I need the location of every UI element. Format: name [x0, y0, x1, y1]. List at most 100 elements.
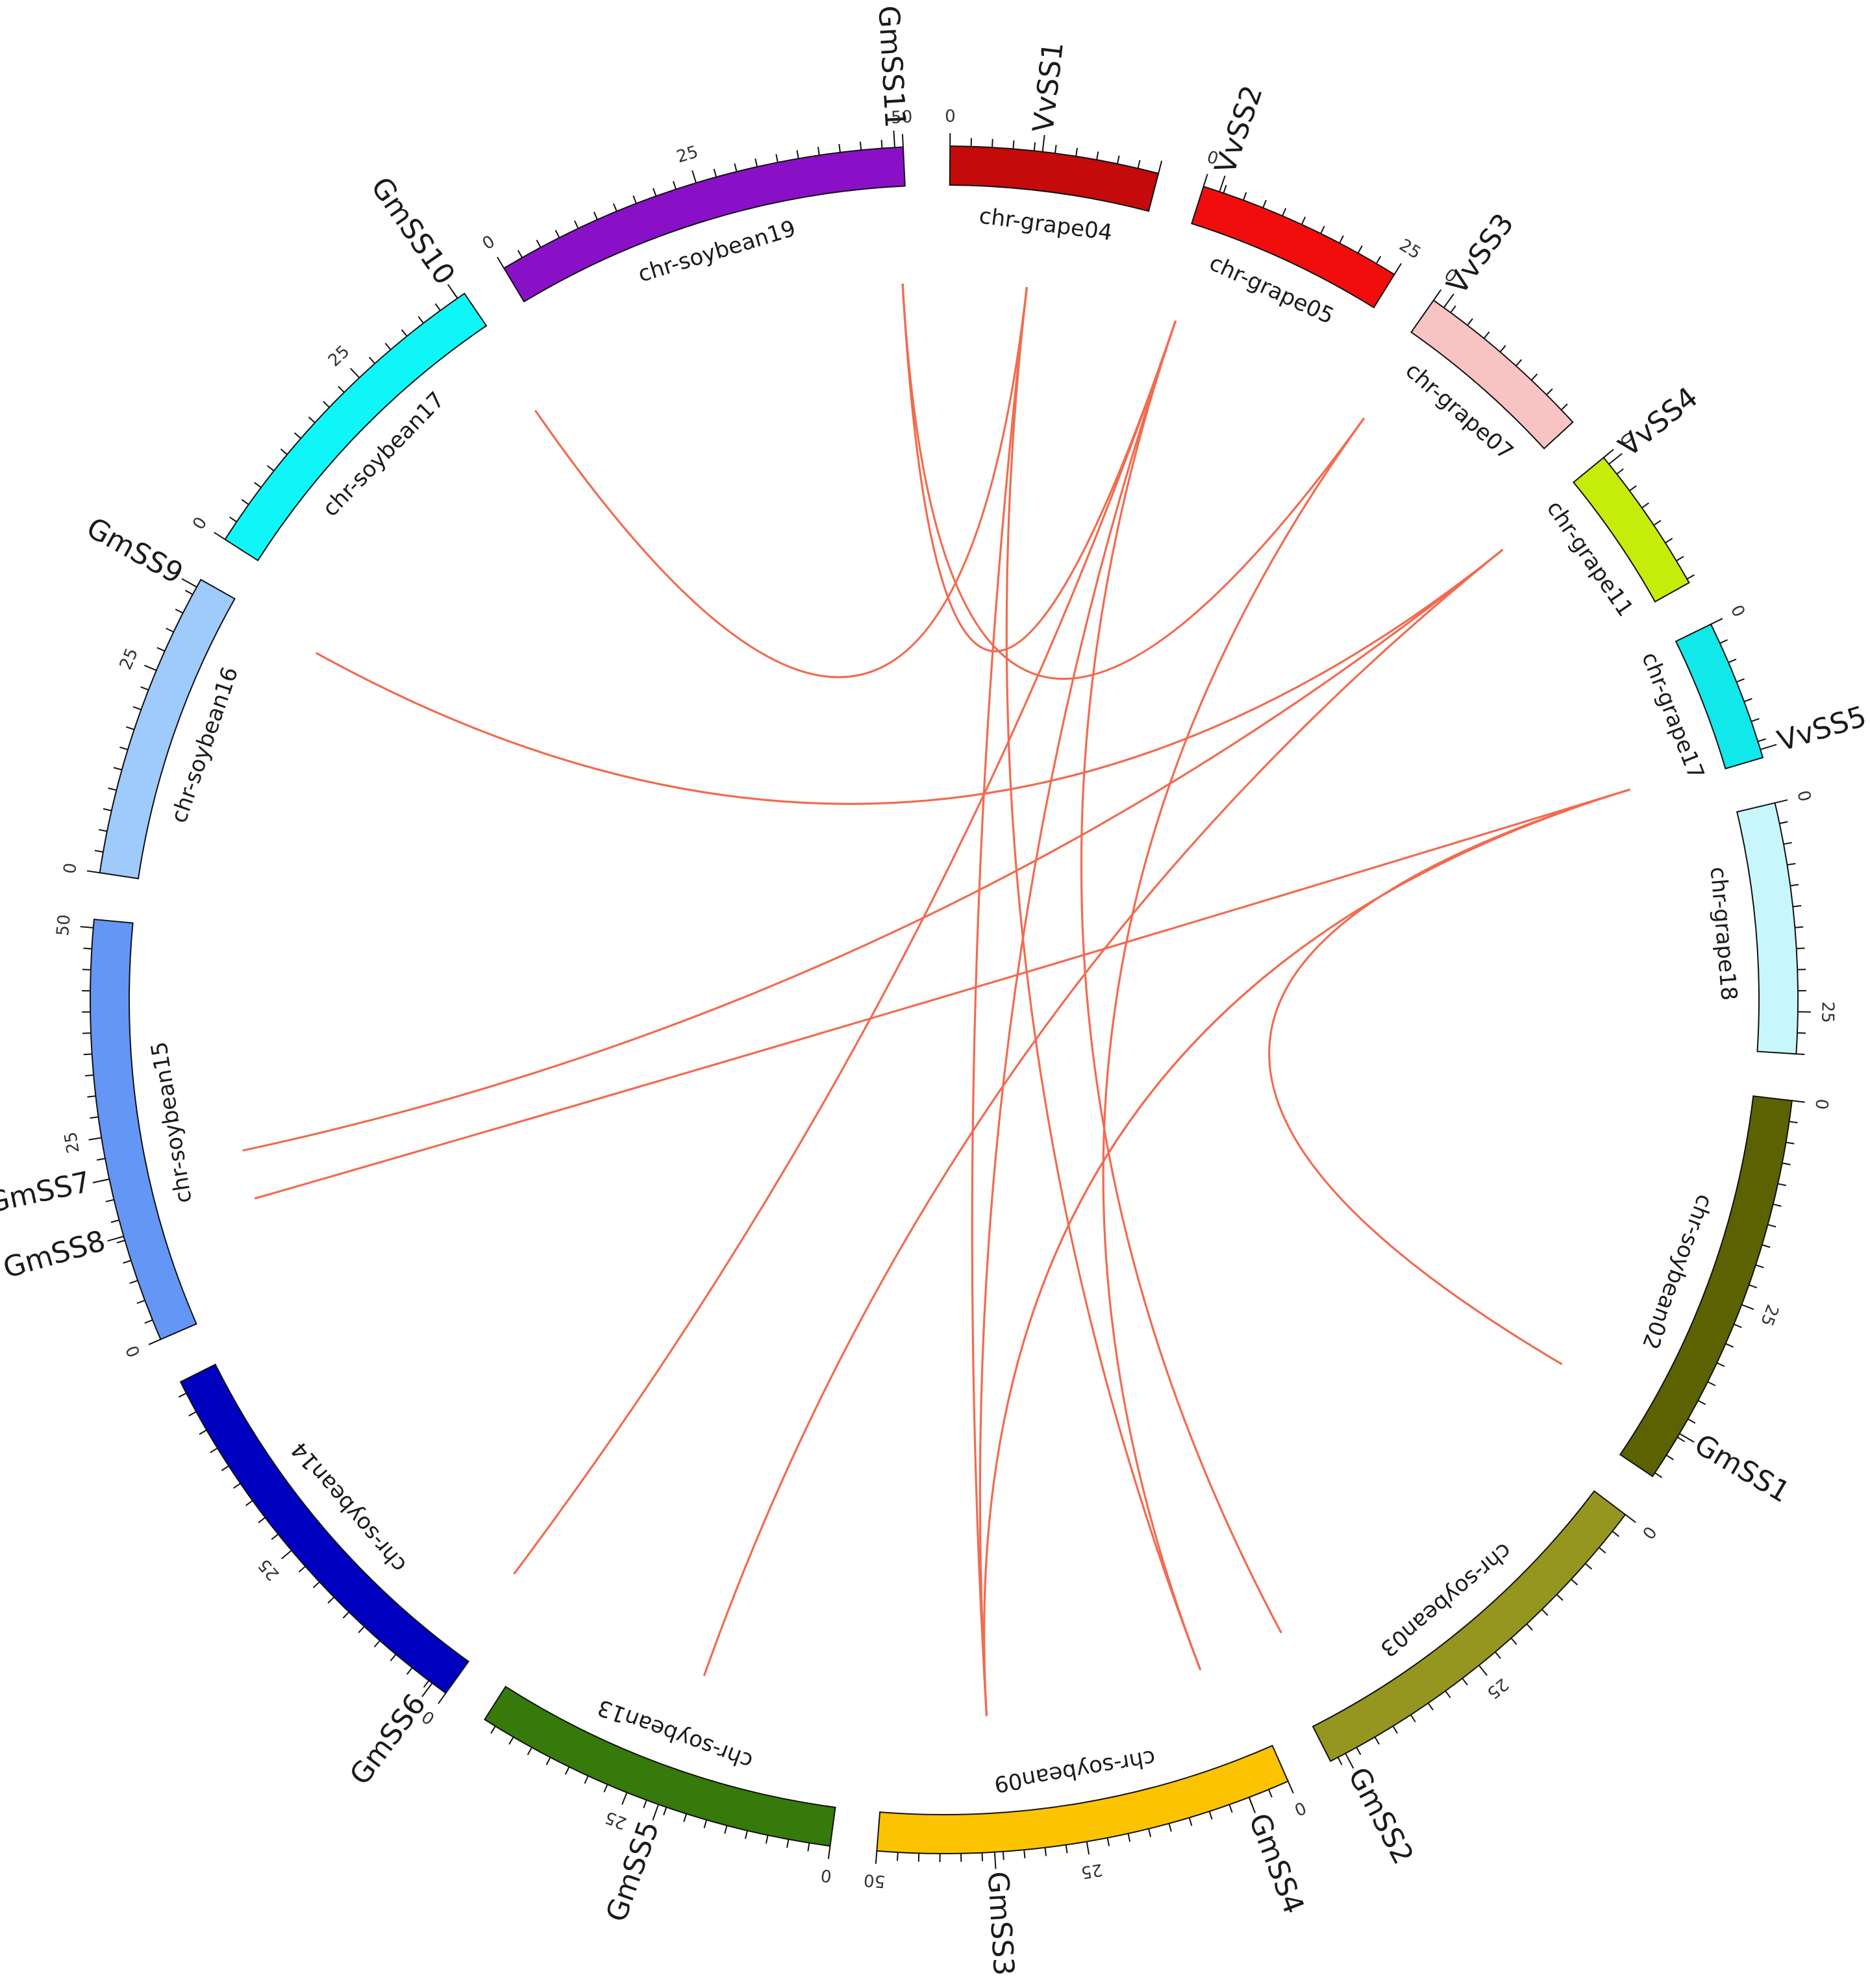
axis-tick — [1751, 718, 1760, 723]
axis-tick — [90, 1116, 99, 1119]
axis-tick — [1075, 147, 1078, 156]
axis-tick — [175, 608, 184, 614]
gene-marker — [107, 1236, 124, 1242]
axis-tick — [765, 1835, 769, 1844]
axis-tick — [1584, 1563, 1593, 1570]
axis-tick — [281, 1550, 292, 1559]
axis-tick — [775, 154, 779, 163]
axis-tick — [632, 195, 637, 204]
axis-tick — [1188, 1817, 1193, 1826]
axis-tick — [418, 316, 424, 324]
chromosome-band-chr-grape07 — [1410, 299, 1574, 450]
axis-tick — [96, 1158, 106, 1161]
axis-tick — [1208, 1811, 1213, 1820]
synteny-link-vvss1-gmss10 — [534, 287, 1028, 678]
gene-label-gmss8: GmSS8 — [0, 1224, 109, 1286]
axis-tick — [1641, 502, 1649, 509]
chromosome-label: chr-grape18 — [1705, 866, 1742, 1002]
axis-tick — [1758, 738, 1767, 742]
axis-tick — [1127, 1833, 1131, 1843]
axis-tick — [786, 1839, 790, 1848]
axis-tick — [1560, 403, 1568, 411]
axis-tick — [593, 212, 598, 220]
chromosome-band-chr-soybean02 — [1619, 1095, 1793, 1478]
axis-tick — [564, 1766, 570, 1775]
axis-tick — [1510, 1637, 1517, 1645]
axis-tick — [1773, 1203, 1782, 1207]
chromosome-band-chr-soybean09 — [876, 1745, 1290, 1854]
axis-tick — [1086, 1841, 1090, 1855]
axis-tick — [1796, 947, 1805, 950]
axis-tick — [86, 870, 100, 874]
axis-tick — [293, 432, 301, 439]
axis-tick — [1767, 1224, 1776, 1228]
axis-tick — [241, 499, 249, 505]
axis-tick — [271, 1534, 279, 1540]
axis-tick — [178, 1392, 187, 1398]
axis-tick — [1790, 884, 1799, 887]
axis-tick — [1023, 1850, 1026, 1859]
axis-tick — [210, 1447, 218, 1454]
axis-tick — [703, 1819, 708, 1828]
gene-label-gmss9: GmSS9 — [81, 511, 188, 590]
axis-tick — [1012, 140, 1015, 149]
synteny-link-vvss3-gmss11 — [901, 283, 1365, 680]
gene-label-vvss4: VvSS4 — [1613, 380, 1704, 464]
gene-marker — [92, 1178, 110, 1184]
chromosome-label: chr-grape04 — [978, 203, 1114, 246]
axis-tick — [105, 1199, 114, 1202]
axis-tick — [1797, 1032, 1806, 1034]
axis-tick — [103, 808, 112, 812]
axis-tick — [368, 356, 376, 364]
axis-tick — [508, 1736, 514, 1745]
axis-tick — [1223, 184, 1227, 193]
axis-tick — [1499, 345, 1506, 353]
gene-label-gmss2: GmSS2 — [1341, 1762, 1420, 1870]
axis-tick — [1688, 1418, 1696, 1424]
axis-tick — [1267, 1789, 1273, 1798]
axis-tick — [574, 220, 579, 229]
axis-tick — [267, 465, 275, 471]
axis-tick — [1677, 1436, 1686, 1443]
axis-tick — [1728, 658, 1737, 664]
axis-tick — [116, 1239, 125, 1244]
axis-tick — [1599, 1547, 1606, 1554]
axis-tick — [1158, 160, 1163, 174]
axis-tick — [1137, 160, 1141, 169]
axis-tick — [129, 1280, 138, 1284]
gene-label-gmss5: GmSS5 — [600, 1817, 666, 1926]
axis-tick — [1116, 155, 1120, 164]
axis-tick — [342, 1611, 350, 1619]
axis-tick — [327, 1597, 335, 1604]
synteny-link-vvss4-gmss7 — [242, 549, 1504, 1152]
axis-tick — [136, 1299, 145, 1304]
chromosome-band-chr-soybean19 — [503, 146, 906, 303]
tick-label: 25 — [603, 1807, 630, 1833]
tick-label: 0 — [945, 106, 956, 126]
axis-tick — [1320, 225, 1325, 234]
tick-label: 25 — [325, 342, 354, 371]
axis-tick — [140, 686, 149, 691]
axis-tick — [308, 416, 316, 423]
synteny-links — [242, 283, 1630, 1717]
gene-marker — [1219, 175, 1226, 192]
tick-label: 0 — [1291, 1797, 1308, 1819]
axis-tick — [1783, 841, 1792, 845]
axis-tick — [744, 1830, 748, 1839]
axis-tick — [245, 1500, 253, 1506]
axis-tick — [1467, 318, 1473, 326]
axis-tick — [1755, 1264, 1764, 1269]
axis-tick — [1433, 289, 1442, 301]
axis-tick — [1786, 1141, 1795, 1145]
axis-tick — [280, 448, 288, 455]
axis-tick — [1612, 1530, 1620, 1537]
axis-tick — [1541, 1609, 1549, 1616]
axis-tick — [796, 150, 799, 159]
synteny-link-vvss2-gmss3 — [979, 320, 1177, 1717]
synteny-link-vvss5-gmss8 — [254, 788, 1630, 1200]
axis-tick — [1546, 388, 1553, 395]
axis-tick — [358, 1626, 365, 1634]
axis-tick — [423, 1680, 430, 1688]
gene-marker — [993, 1852, 997, 1869]
